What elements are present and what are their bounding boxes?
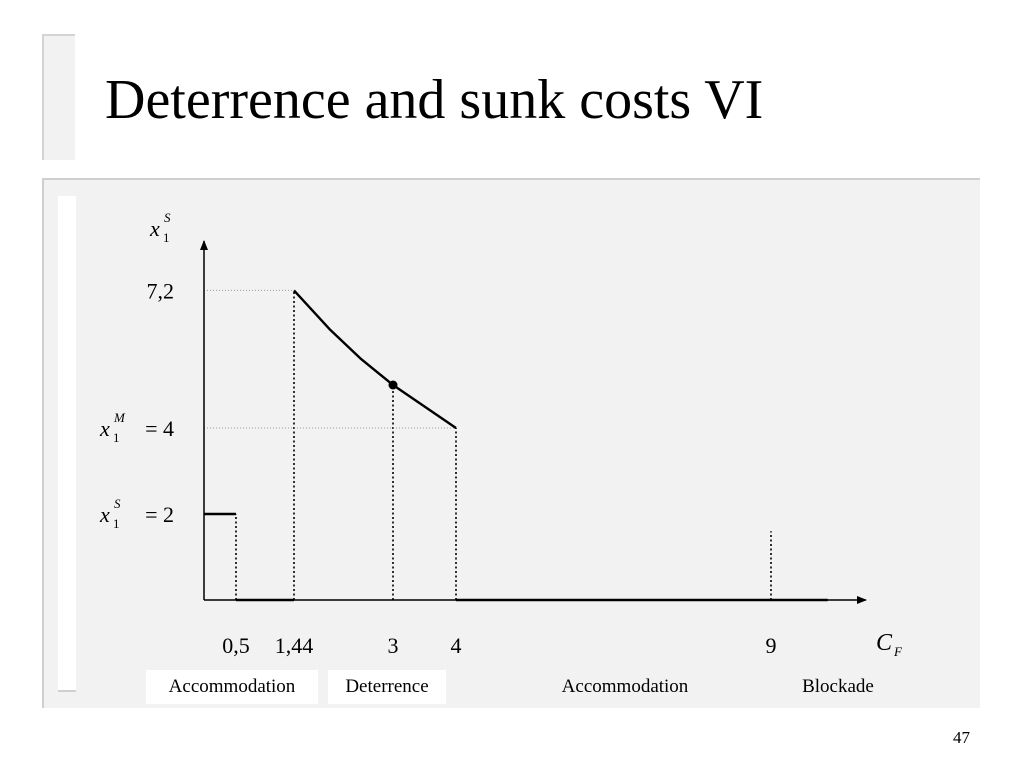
y-axis-label: x <box>149 216 160 241</box>
x-tick-label: 3 <box>388 633 399 658</box>
highlight-point <box>388 380 398 390</box>
x-tick-label: 9 <box>766 633 777 658</box>
x-tick-label: 4 <box>451 633 462 658</box>
region-label: Deterrence <box>328 670 446 704</box>
x-tick-label: 0,5 <box>222 633 250 658</box>
x-axis-label-sub: F <box>893 644 903 659</box>
x-tick-label: 1,44 <box>275 633 314 658</box>
region-label: Blockade <box>802 676 874 697</box>
page-number: 47 <box>953 728 970 747</box>
region-label: Accommodation <box>561 676 689 697</box>
y-tick-var-sup: M <box>113 410 126 425</box>
y-tick-var-sub: 1 <box>113 430 120 445</box>
slide-title: Deterrence and sunk costs VI <box>105 69 764 131</box>
y-axis-label-sub: 1 <box>163 230 170 245</box>
y-tick-label: = 2 <box>145 502 174 527</box>
title-accent-bar <box>42 34 75 160</box>
series-segment <box>293 289 457 429</box>
chart-panel <box>42 178 980 708</box>
chart-panel-strip <box>58 196 76 692</box>
y-tick-var: x <box>99 416 110 441</box>
y-tick-var-sup: S <box>114 496 121 511</box>
y-axis-label-sup: S <box>164 210 171 225</box>
y-tick-label: 7,2 <box>147 278 175 303</box>
region-label: Accommodation <box>146 670 318 704</box>
y-tick-var-sub: 1 <box>113 516 120 531</box>
y-tick-label: = 4 <box>145 416 174 441</box>
y-tick-var: x <box>99 502 110 527</box>
x-axis-label: C <box>876 630 893 656</box>
